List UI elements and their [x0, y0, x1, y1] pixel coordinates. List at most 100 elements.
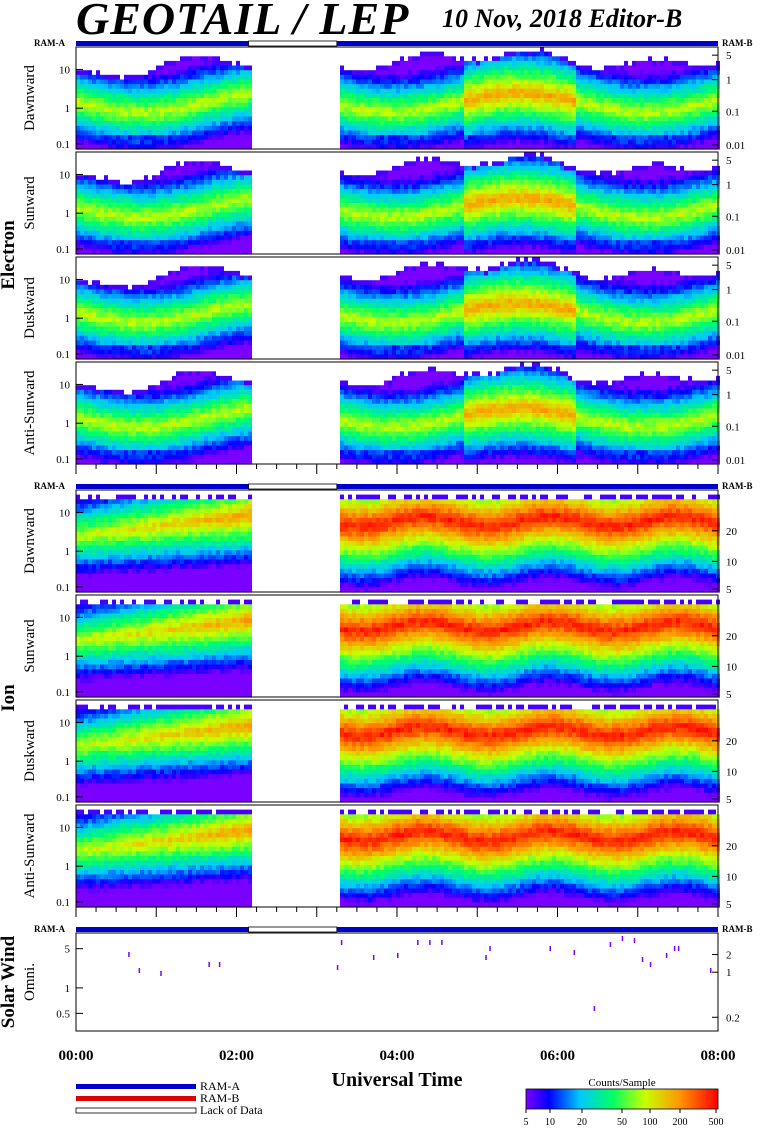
solar-wind-point	[673, 946, 676, 951]
solar-wind-point	[208, 962, 210, 967]
panel-label: Dawnward	[22, 508, 38, 574]
panel-label: Dawnward	[22, 65, 38, 131]
solar-wind-point	[573, 950, 576, 955]
y-tick-label: 10	[59, 507, 71, 519]
panel-label: Anti-Sunward	[22, 813, 38, 898]
y-tick-label: 10	[59, 169, 71, 181]
solar-wind-point	[336, 965, 339, 970]
y-tick-label: 0.1	[56, 792, 70, 804]
solar-wind-point	[633, 938, 636, 943]
colorbar-tick-label: 20	[577, 1117, 587, 1128]
panels-layer	[76, 47, 720, 908]
solar-wind-point	[485, 955, 487, 960]
right-tick-label: 0.1	[726, 106, 740, 118]
x-tick-label: 00:00	[59, 1048, 94, 1064]
ram-bar-a	[336, 41, 718, 46]
ram-label-a: RAM-A	[34, 924, 65, 934]
legend-lack-swatch	[75, 1107, 197, 1114]
ram-bar-a	[76, 927, 249, 932]
solar-wind-point	[709, 968, 712, 973]
solar-wind-point	[641, 957, 644, 962]
panel-label: Sunward	[22, 619, 38, 673]
right-tick-label: 20	[726, 631, 738, 643]
x-tick-label: 02:00	[219, 1048, 254, 1064]
y-tick-label: 0.1	[56, 349, 70, 361]
y-tick-label: 1	[65, 208, 71, 220]
right-tick-label: 5	[726, 260, 732, 272]
right-tick-label: 5	[726, 899, 732, 911]
ram-bar-gap	[248, 926, 338, 933]
y-tick-label: 0.1	[56, 139, 70, 151]
solar-wind-point	[429, 940, 431, 945]
spectrogram-electron	[76, 152, 720, 255]
legend-ram-b-label: RAM-B	[200, 1091, 239, 1105]
y-tick-label: 1	[65, 861, 71, 873]
y-tick-label: 0.1	[56, 687, 70, 699]
legend-ram-a-swatch	[76, 1084, 196, 1089]
y-tick-label: 1	[65, 313, 71, 325]
right-tick-label: 10	[726, 661, 738, 673]
panel-label: Duskward	[22, 720, 38, 782]
spectrogram-ion	[76, 494, 720, 593]
colorbar-tick-label: 200	[673, 1117, 688, 1128]
ram-label-b: RAM-B	[722, 481, 753, 491]
spectrogram-ion	[76, 809, 720, 908]
panel-frame	[75, 46, 719, 150]
right-tick-label: 10	[726, 556, 738, 568]
spectrogram-ion	[76, 599, 720, 698]
legend-lack-label: Lack of Data	[200, 1103, 263, 1117]
right-tick-label: 10	[726, 871, 738, 883]
ram-label-b: RAM-B	[722, 38, 753, 48]
panel-frame	[75, 932, 719, 1032]
y-tick-label: 1	[65, 103, 71, 115]
right-tick-label: 20	[726, 526, 738, 538]
x-tick-label: 06:00	[540, 1048, 575, 1064]
right-tick-label: 0.1	[726, 421, 740, 433]
right-tick-label: 1	[726, 285, 732, 297]
solar-wind-point	[621, 936, 624, 941]
y-tick-label: 10	[59, 274, 71, 286]
spectrogram-electron	[76, 257, 720, 360]
right-tick-label: 0.01	[726, 455, 745, 467]
x-tick-label: 08:00	[701, 1048, 736, 1064]
ram-label-a: RAM-A	[34, 38, 65, 48]
y-tick-label: 10	[59, 822, 71, 834]
right-tick-label: 0.1	[726, 316, 740, 328]
panel-label: Anti-Sunward	[22, 370, 38, 455]
y-tick-label: 10	[59, 379, 71, 391]
right-tick-label: 0.01	[726, 350, 745, 362]
solar-wind-point	[128, 952, 130, 957]
solar-wind-point	[677, 946, 680, 951]
y-tick-label: 1	[65, 983, 71, 995]
right-tick-label: 0.1	[726, 211, 740, 223]
ram-bar-gap	[248, 483, 338, 490]
ram-label-b: RAM-B	[722, 924, 753, 934]
legend-ram-b-swatch	[76, 1096, 196, 1101]
right-tick-label: 0.2	[726, 1012, 740, 1024]
ram-bar-a	[336, 484, 718, 489]
y-tick-label: 0.1	[56, 897, 70, 909]
panel-label: Omni.	[22, 963, 38, 1001]
solar-wind-point	[593, 1006, 596, 1011]
colorbar-tick-label: 500	[709, 1117, 724, 1128]
right-tick-label: 0.01	[726, 140, 745, 152]
colorbar	[525, 1088, 719, 1110]
right-tick-label: 1	[726, 390, 732, 402]
panel-label: Duskward	[22, 277, 38, 339]
right-tick-label: 5	[726, 794, 732, 806]
solar-wind-point	[138, 968, 141, 973]
y-tick-label: 0.1	[56, 454, 70, 466]
ram-bar-a	[336, 927, 718, 932]
solar-wind-point	[372, 955, 375, 960]
colorbar-title: Counts/Sample	[588, 1077, 655, 1089]
date-editor-label: 10 Nov, 2018 Editor-B	[442, 4, 682, 34]
y-tick-label: 5	[65, 944, 71, 956]
colorbar-tick-label: 50	[617, 1117, 627, 1128]
right-tick-label: 2	[726, 950, 732, 962]
decor-layer: RAM-A RAM-B0.11100.010.115Dawnward0.11100…	[0, 38, 753, 1128]
right-tick-label: 10	[726, 766, 738, 778]
y-tick-label: 1	[65, 756, 71, 768]
right-tick-label: 5	[726, 584, 732, 596]
solar-wind-point	[665, 953, 668, 958]
